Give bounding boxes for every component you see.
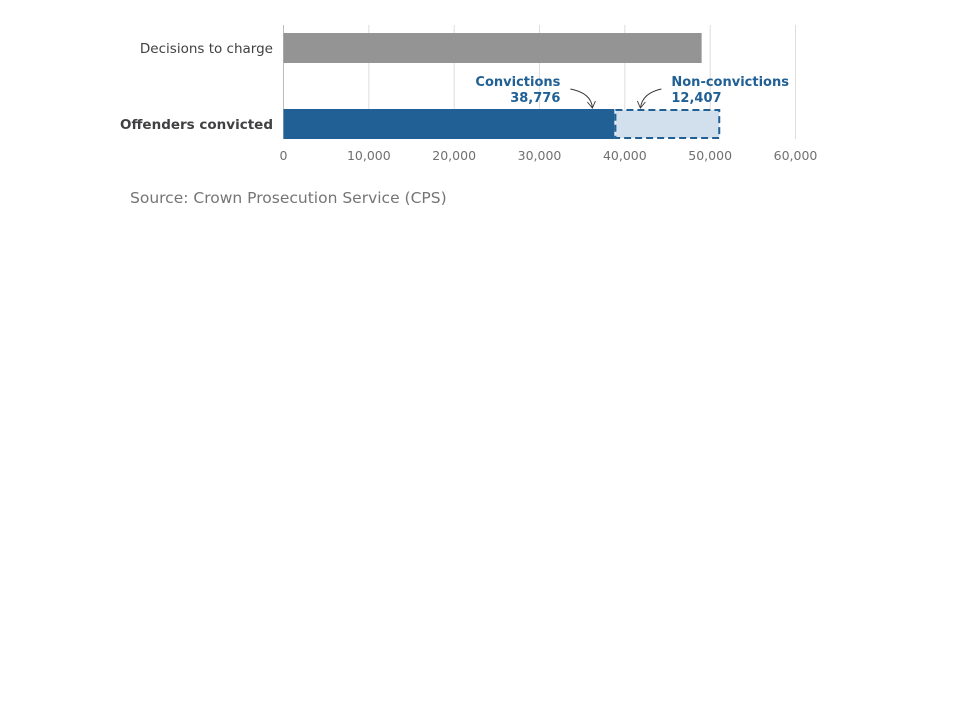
annotation-label-0: Convictions — [475, 75, 560, 90]
annotation-value-0: 38,776 — [510, 91, 560, 106]
annotation-label-1: Non-convictions — [671, 75, 789, 90]
bar-1-1 — [283, 109, 615, 139]
annotation-arrowhead-0 — [587, 100, 596, 109]
annotation-value-1: 12,407 — [671, 91, 721, 106]
x-tick-label-5: 50,000 — [688, 148, 732, 163]
annotation-arrowhead-1 — [636, 100, 646, 109]
source-note: Source: Crown Prosecution Service (CPS) — [130, 189, 447, 207]
x-tick-label-3: 30,000 — [518, 148, 562, 163]
x-tick-label-6: 60,000 — [774, 148, 818, 163]
annotation-arrow-1 — [639, 88, 662, 109]
category-label-1: Offenders convicted — [120, 117, 273, 133]
x-tick-label-1: 10,000 — [347, 148, 391, 163]
bar-1-2 — [614, 109, 721, 139]
chart: Decisions to charge Offenders convicted 0 1… — [120, 25, 818, 163]
bar-0-0 — [283, 33, 702, 63]
x-tick-label-0: 0 — [280, 148, 288, 163]
category-label-0: Decisions to charge — [140, 41, 273, 57]
x-tick-label-2: 20,000 — [432, 148, 476, 163]
annotation-arrow-0 — [570, 88, 593, 109]
x-tick-label-4: 40,000 — [603, 148, 647, 163]
